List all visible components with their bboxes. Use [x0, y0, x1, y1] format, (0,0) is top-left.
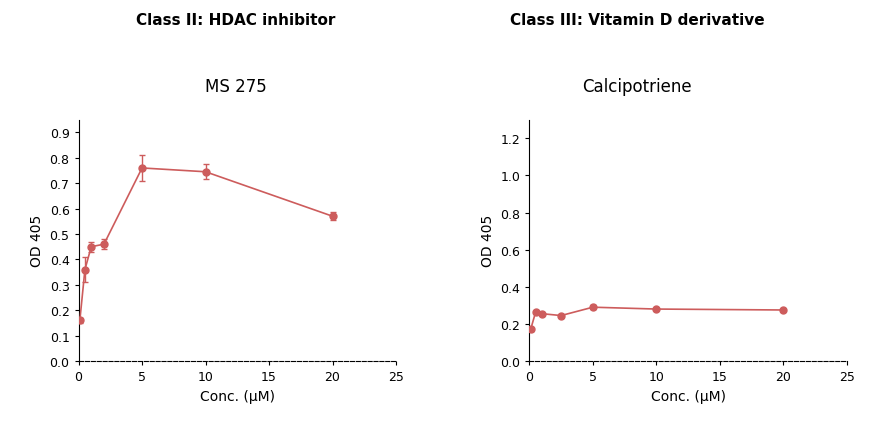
Text: MS 275: MS 275 — [205, 77, 266, 95]
X-axis label: Conc. (μM): Conc. (μM) — [200, 389, 275, 402]
Y-axis label: OD 405: OD 405 — [481, 215, 495, 267]
Y-axis label: OD 405: OD 405 — [30, 215, 44, 267]
Text: Class II: HDAC inhibitor: Class II: HDAC inhibitor — [136, 13, 335, 28]
Text: Class III: Vitamin D derivative: Class III: Vitamin D derivative — [510, 13, 765, 28]
X-axis label: Conc. (μM): Conc. (μM) — [650, 389, 725, 402]
Text: Calcipotriene: Calcipotriene — [582, 77, 692, 95]
